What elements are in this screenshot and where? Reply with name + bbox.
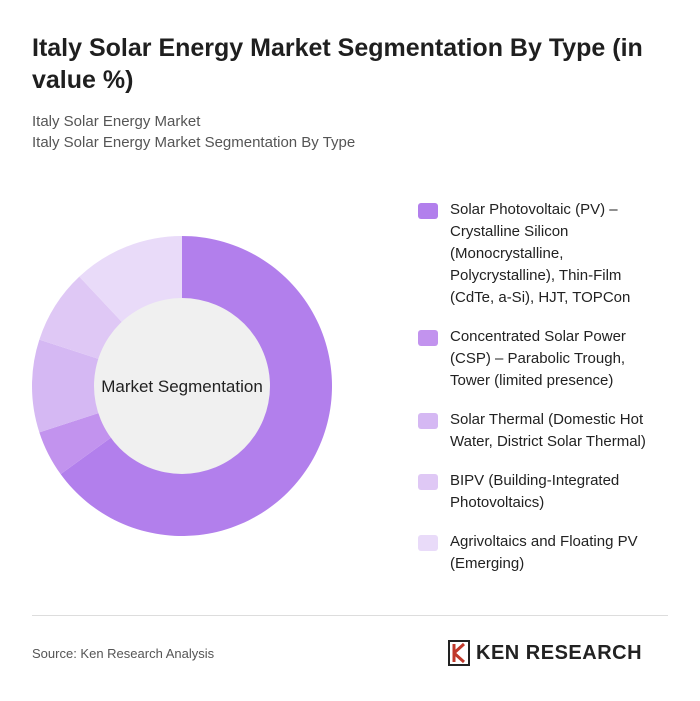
legend-swatch xyxy=(418,535,438,551)
legend-item: BIPV (Building-Integrated Photovoltaics) xyxy=(418,470,668,514)
subtitle: Italy Solar Energy Market xyxy=(32,113,201,130)
divider xyxy=(32,615,668,616)
legend-label: Concentrated Solar Power (CSP) – Parabol… xyxy=(450,328,626,389)
legend-item: Agrivoltaics and Floating PV (Emerging) xyxy=(418,531,668,575)
legend: Solar Photovoltaic (PV) – Crystalline Si… xyxy=(418,199,668,592)
logo-icon xyxy=(448,640,470,666)
legend-label: Agrivoltaics and Floating PV (Emerging) xyxy=(450,533,638,572)
donut-chart: Market Segmentation xyxy=(32,236,333,536)
legend-swatch xyxy=(418,474,438,490)
legend-label: BIPV (Building-Integrated Photovoltaics) xyxy=(450,472,620,511)
legend-swatch xyxy=(418,330,438,346)
brand-logo: KEN RESEARCH xyxy=(448,640,642,666)
chart-title: Italy Solar Energy Market Segmentation B… xyxy=(32,34,643,94)
legend-label: Solar Photovoltaic (PV) – Crystalline Si… xyxy=(450,201,631,306)
legend-swatch xyxy=(418,413,438,429)
legend-label: Solar Thermal (Domestic Hot Water, Distr… xyxy=(450,411,646,450)
legend-item: Concentrated Solar Power (CSP) – Parabol… xyxy=(418,326,668,392)
legend-item: Solar Photovoltaic (PV) – Crystalline Si… xyxy=(418,199,668,309)
subtitle: Italy Solar Energy Market Segmentation B… xyxy=(32,134,356,151)
center-label: Market Segmentation xyxy=(101,377,263,396)
legend-item: Solar Thermal (Domestic Hot Water, Distr… xyxy=(418,409,668,453)
donut-hole xyxy=(94,298,270,474)
source: Source: Ken Research Analysis xyxy=(32,646,215,661)
legend-swatch xyxy=(418,203,438,219)
brand-name: KEN RESEARCH xyxy=(476,641,643,664)
